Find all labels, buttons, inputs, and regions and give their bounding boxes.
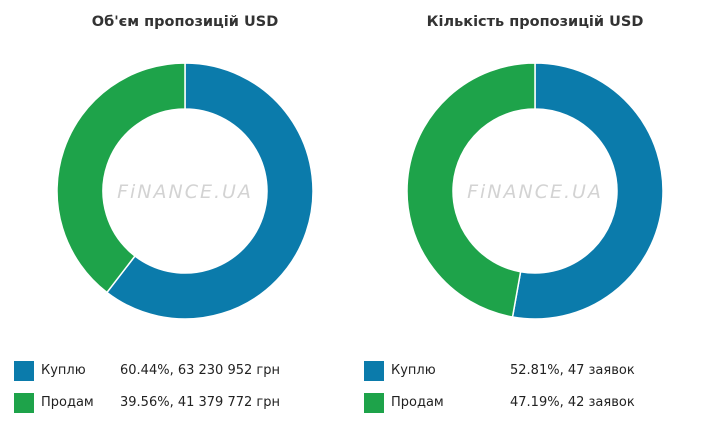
- watermark-logo: FiNANCE.UA: [467, 181, 603, 203]
- slice-sell[interactable]: [56, 62, 186, 294]
- legend-value: 60.44%, 63 230 952 грн: [120, 363, 280, 378]
- slice-sell[interactable]: [406, 62, 536, 318]
- slice-buy[interactable]: [105, 62, 314, 320]
- legend-value: 47.19%, 42 заявок: [510, 395, 635, 410]
- chart-panel-volume: Об'єм пропозицій USD FiNANCE.UA Куплю 60…: [14, 14, 344, 425]
- chart-title: Об'єм пропозицій USD: [91, 14, 279, 30]
- legend-item-sell: Продам 47.19%, 42 заявок: [364, 393, 694, 415]
- legend: Куплю 60.44%, 63 230 952 грн Продам 39.5…: [14, 361, 344, 425]
- donut-chart: FiNANCE.UA: [56, 62, 314, 320]
- legend-value: 39.56%, 41 379 772 грн: [120, 395, 280, 410]
- legend-label: Продам: [41, 395, 94, 410]
- legend-swatch-buy: [14, 361, 34, 381]
- legend-item-buy: Куплю 60.44%, 63 230 952 грн: [14, 361, 344, 383]
- legend-item-sell: Продам 39.56%, 41 379 772 грн: [14, 393, 344, 415]
- watermark-logo: FiNANCE.UA: [117, 181, 253, 203]
- donut-chart: FiNANCE.UA: [406, 62, 664, 320]
- legend-swatch-sell: [14, 393, 34, 413]
- legend-swatch-buy: [364, 361, 384, 381]
- legend: Куплю 52.81%, 47 заявок Продам 47.19%, 4…: [364, 361, 694, 425]
- slice-buy[interactable]: [511, 62, 664, 320]
- legend-swatch-sell: [364, 393, 384, 413]
- legend-label: Куплю: [391, 363, 436, 378]
- legend-label: Продам: [391, 395, 444, 410]
- legend-item-buy: Куплю 52.81%, 47 заявок: [364, 361, 694, 383]
- legend-value: 52.81%, 47 заявок: [510, 363, 635, 378]
- chart-panel-count: Кількість пропозицій USD FiNANCE.UA Купл…: [350, 0, 710, 432]
- legend-label: Куплю: [41, 363, 86, 378]
- chart-title: Кількість пропозицій USD: [426, 14, 644, 30]
